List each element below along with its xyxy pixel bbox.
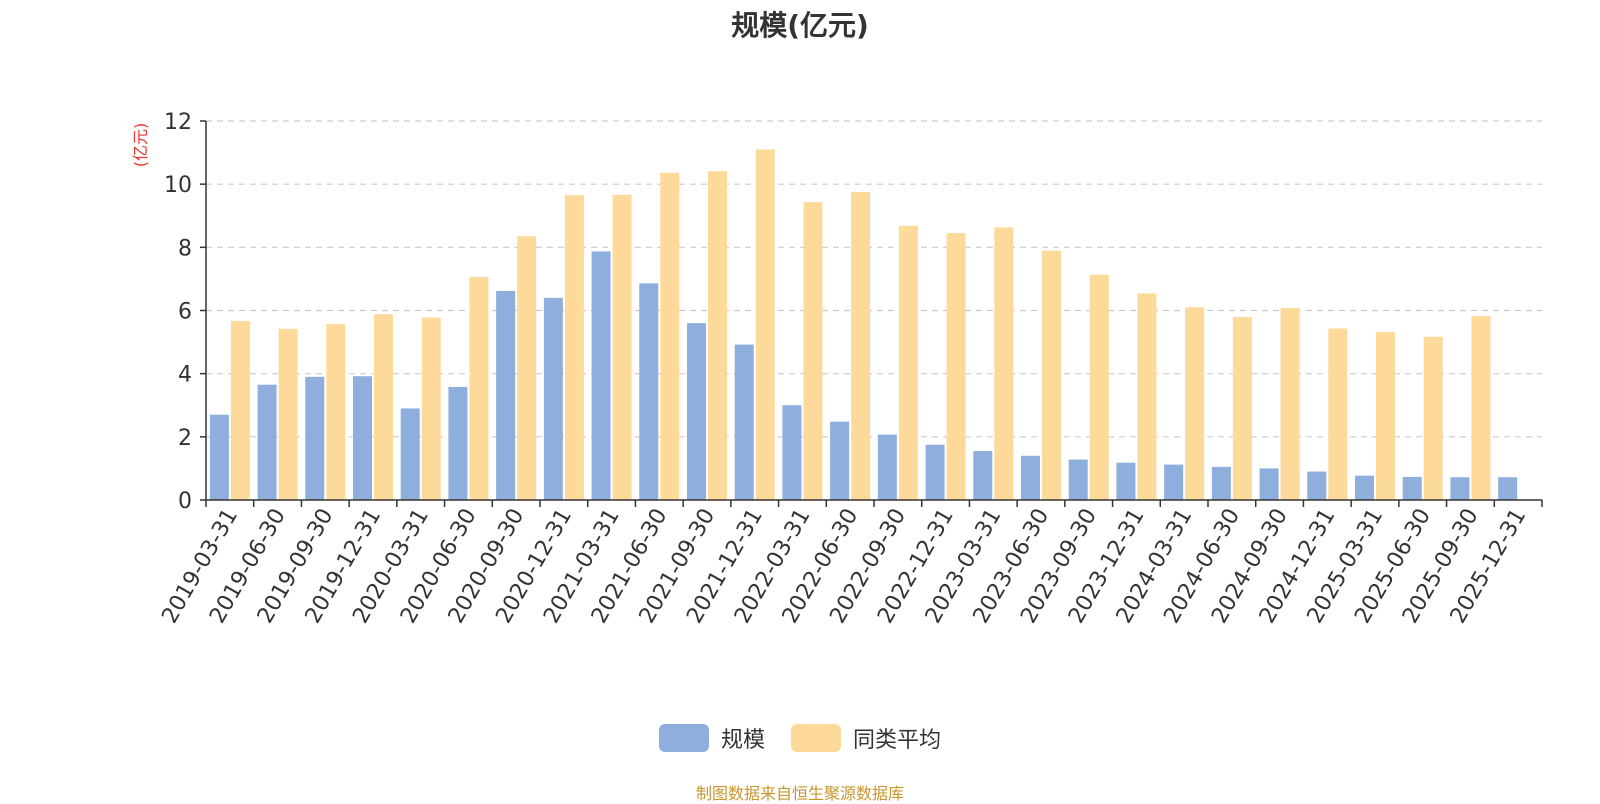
y-tick-label: 0 (178, 489, 192, 514)
bar-peer-average[interactable] (946, 233, 966, 500)
bar-scale[interactable] (496, 290, 516, 500)
bar-peer-average[interactable] (1471, 316, 1491, 500)
bar-scale[interactable] (1021, 455, 1040, 500)
y-tick-label: 4 (178, 363, 192, 388)
bar-scale[interactable] (830, 421, 850, 500)
legend-item-peer-average[interactable]: 同类平均 (791, 722, 941, 754)
bar-peer-average[interactable] (278, 328, 298, 500)
bar-peer-average[interactable] (1328, 328, 1348, 500)
bar-scale[interactable] (448, 386, 468, 500)
bar-peer-average[interactable] (1042, 250, 1061, 500)
bar-scale[interactable] (782, 405, 802, 500)
bar-scale[interactable] (400, 408, 420, 500)
bar-chart: 0246810122019-03-312019-06-302019-09-302… (131, 110, 1543, 628)
bar-peer-average[interactable] (1376, 331, 1395, 500)
bar-scale[interactable] (1307, 471, 1327, 500)
bar-peer-average[interactable] (230, 320, 250, 500)
bar-peer-average[interactable] (1232, 317, 1252, 500)
legend-swatch-scale (658, 724, 709, 752)
bar-scale[interactable] (305, 376, 325, 500)
bar-peer-average[interactable] (660, 172, 680, 500)
y-axis-unit-label: (亿元) (131, 123, 150, 168)
bar-peer-average[interactable] (374, 314, 393, 500)
bar-peer-average[interactable] (1185, 307, 1205, 500)
bar-scale[interactable] (257, 384, 277, 500)
chart-title: 规模(亿元) (731, 9, 869, 42)
bar-scale[interactable] (1402, 476, 1422, 500)
legend-label-peer-average: 同类平均 (853, 728, 942, 753)
bar-scale[interactable] (1116, 462, 1136, 500)
bar-peer-average[interactable] (1089, 274, 1109, 500)
bar-peer-average[interactable] (898, 225, 918, 500)
data-source-note: 制图数据来自恒生聚源数据库 (695, 784, 904, 803)
bar-scale[interactable] (734, 344, 754, 500)
bar-scale[interactable] (1068, 459, 1088, 500)
bar-scale[interactable] (543, 297, 563, 500)
y-tick-label: 12 (164, 110, 192, 135)
bar-scale[interactable] (1211, 466, 1231, 500)
bar-scale[interactable] (591, 251, 611, 500)
bar-peer-average[interactable] (708, 171, 727, 500)
bars (209, 149, 1518, 501)
legend-swatch-peer-average (791, 724, 841, 752)
y-tick-label: 8 (178, 236, 192, 261)
bar-peer-average[interactable] (421, 317, 441, 500)
legend: 规模 同类平均 (0, 722, 1600, 754)
bar-scale[interactable] (687, 323, 706, 500)
bar-peer-average[interactable] (517, 236, 537, 500)
bar-scale[interactable] (925, 444, 945, 500)
bar-peer-average[interactable] (851, 192, 871, 500)
bar-scale[interactable] (877, 434, 897, 500)
bar-scale[interactable] (973, 451, 993, 500)
bar-peer-average[interactable] (1280, 307, 1300, 500)
bar-scale[interactable] (1355, 475, 1374, 500)
bar-scale[interactable] (1259, 468, 1279, 500)
bar-peer-average[interactable] (326, 324, 346, 500)
bar-peer-average[interactable] (612, 194, 632, 500)
bar-peer-average[interactable] (994, 227, 1014, 500)
bar-peer-average[interactable] (1423, 336, 1443, 500)
bar-peer-average[interactable] (469, 277, 489, 500)
bar-scale[interactable] (1498, 477, 1518, 500)
bar-scale[interactable] (639, 283, 659, 500)
y-tick-label: 10 (164, 173, 192, 198)
bar-peer-average[interactable] (1137, 293, 1157, 500)
y-tick-label: 6 (178, 300, 192, 325)
bar-peer-average[interactable] (803, 202, 823, 500)
bar-peer-average[interactable] (755, 149, 775, 501)
bar-scale[interactable] (1450, 477, 1470, 500)
y-tick-label: 2 (178, 426, 192, 451)
bar-scale[interactable] (209, 414, 229, 500)
legend-label-scale: 规模 (720, 728, 765, 753)
bar-peer-average[interactable] (564, 195, 584, 501)
bar-scale[interactable] (353, 376, 372, 500)
bar-scale[interactable] (1164, 464, 1184, 500)
legend-item-scale[interactable]: 规模 (658, 722, 765, 754)
